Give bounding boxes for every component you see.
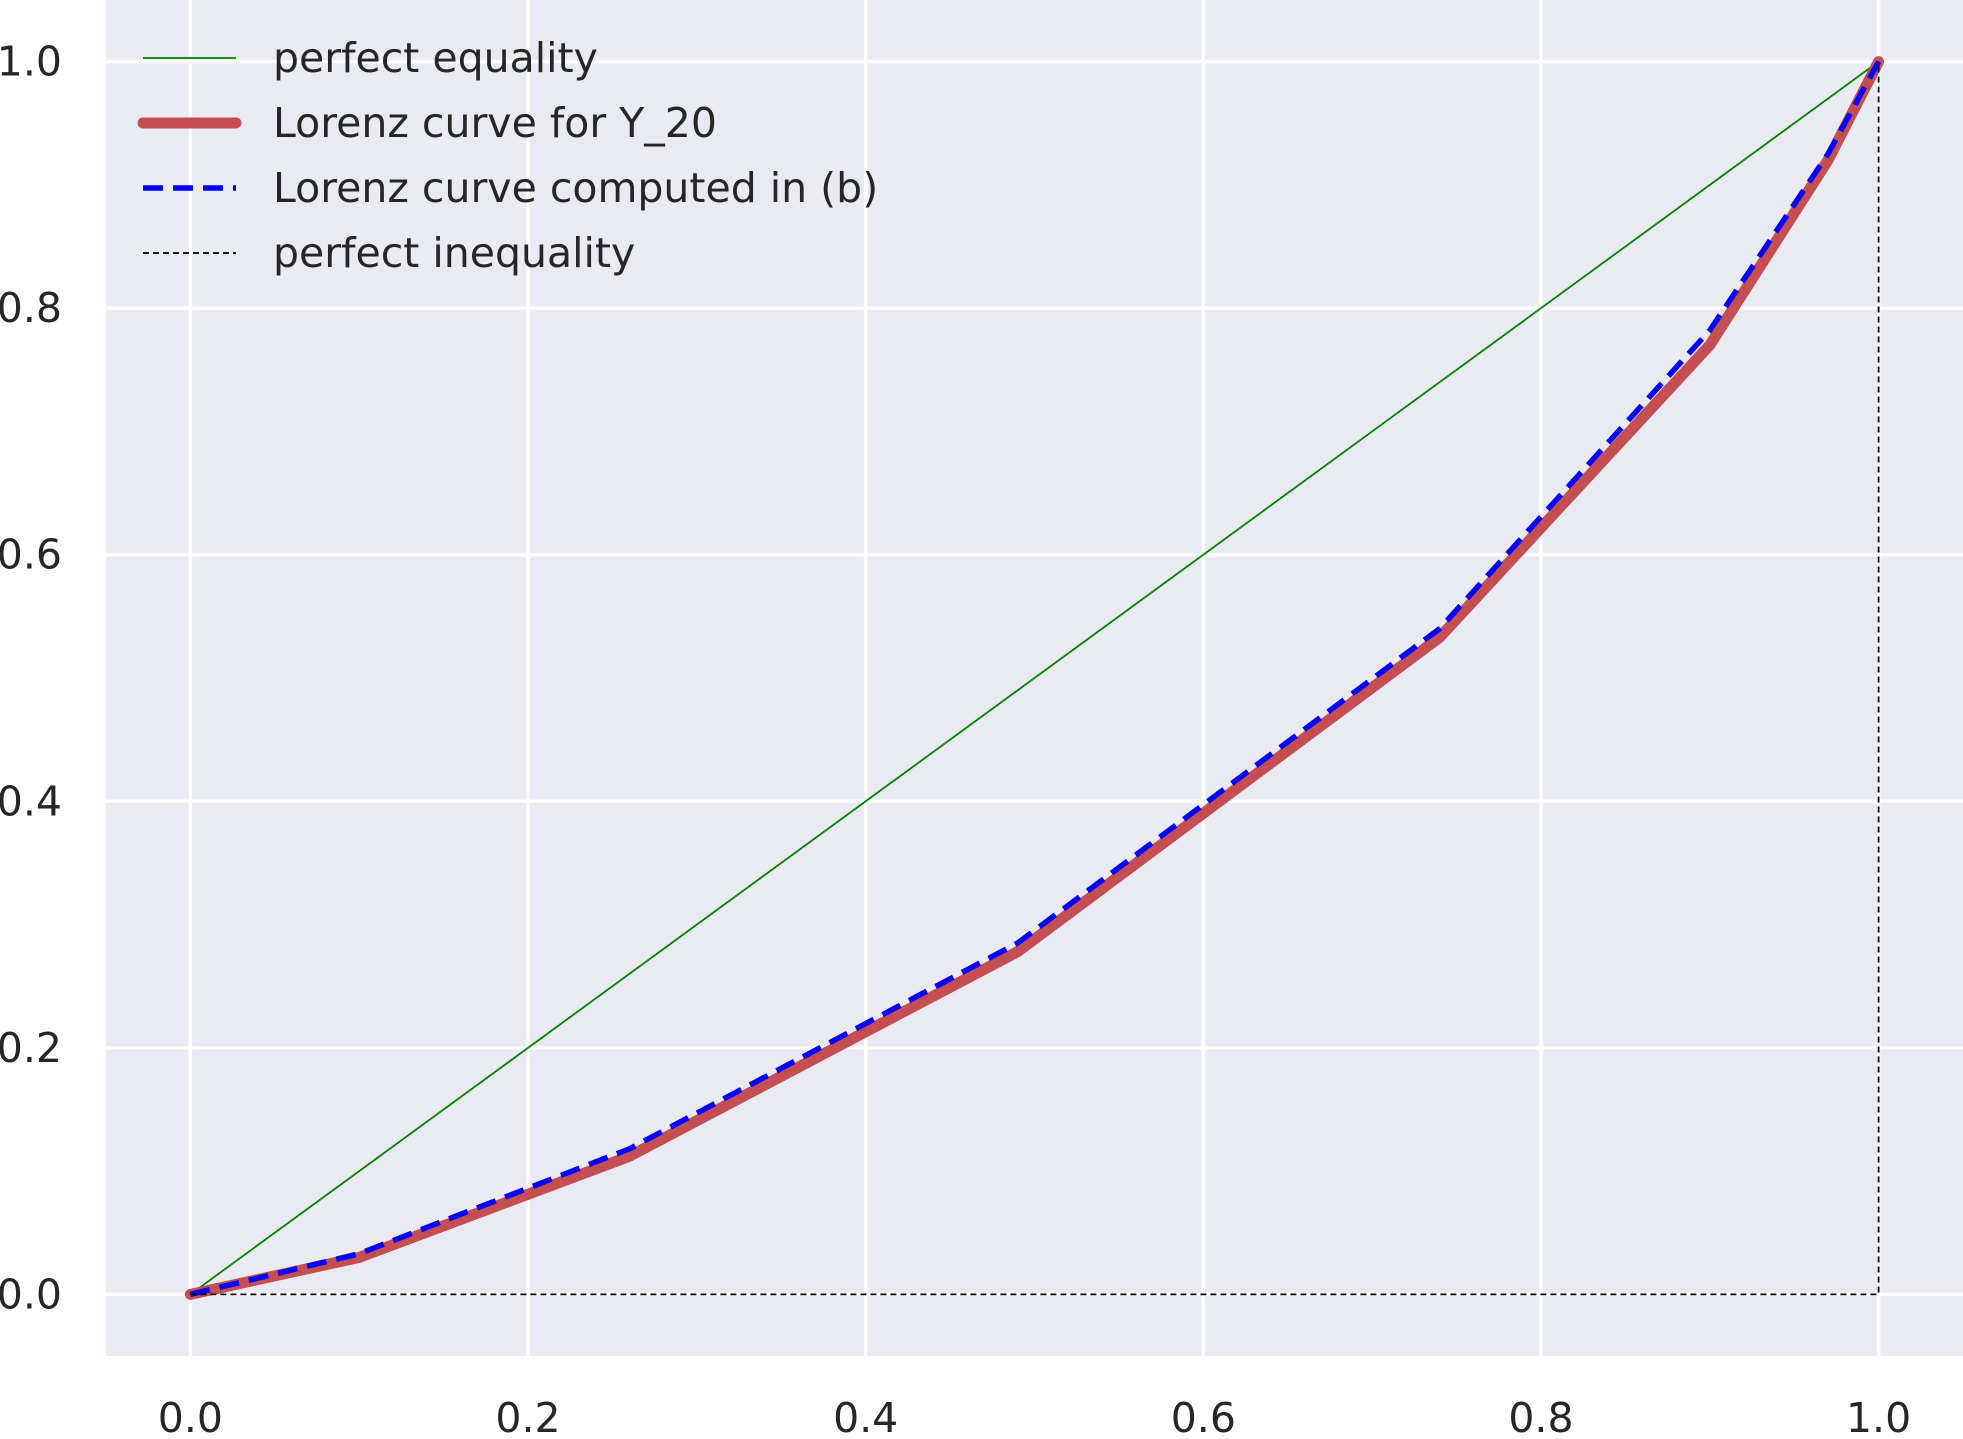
legend-label: perfect inequality xyxy=(273,229,635,277)
y-tick-label: 1.0 xyxy=(0,38,62,86)
series-layer xyxy=(184,56,1885,1300)
x-tick-label: 0.4 xyxy=(833,1394,898,1439)
grid xyxy=(106,0,1963,1356)
x-tick-label: 0.8 xyxy=(1508,1394,1573,1439)
y-tick-label: 0.8 xyxy=(0,284,62,332)
x-axis-tick-labels: 0.0 0.2 0.4 0.6 0.8 1.0 xyxy=(158,1394,1911,1439)
x-tick-label: 0.0 xyxy=(158,1394,223,1439)
y-tick-label: 0.2 xyxy=(0,1024,62,1072)
x-tick-label: 0.6 xyxy=(1171,1394,1236,1439)
y-tick-label: 0.6 xyxy=(0,531,62,579)
y-tick-label: 0.0 xyxy=(0,1270,62,1318)
y-tick-label: 0.4 xyxy=(0,777,62,825)
legend: perfect equality Lorenz curve for Y_20 Lor… xyxy=(137,34,878,277)
legend-label: Lorenz curve computed in (b) xyxy=(273,164,878,212)
series-line-4 xyxy=(190,61,1880,1296)
y-axis-tick-labels: 0.0 0.2 0.4 0.6 0.8 1.0 xyxy=(0,38,62,1319)
series-line-2 xyxy=(184,56,1885,1300)
x-tick-label: 0.2 xyxy=(495,1394,560,1439)
x-tick-label: 1.0 xyxy=(1846,1394,1911,1439)
series-line-1 xyxy=(189,60,1880,1296)
series-line-3 xyxy=(189,60,1882,1298)
legend-label: Lorenz curve for Y_20 xyxy=(273,99,717,147)
legend-label: perfect equality xyxy=(273,34,598,82)
